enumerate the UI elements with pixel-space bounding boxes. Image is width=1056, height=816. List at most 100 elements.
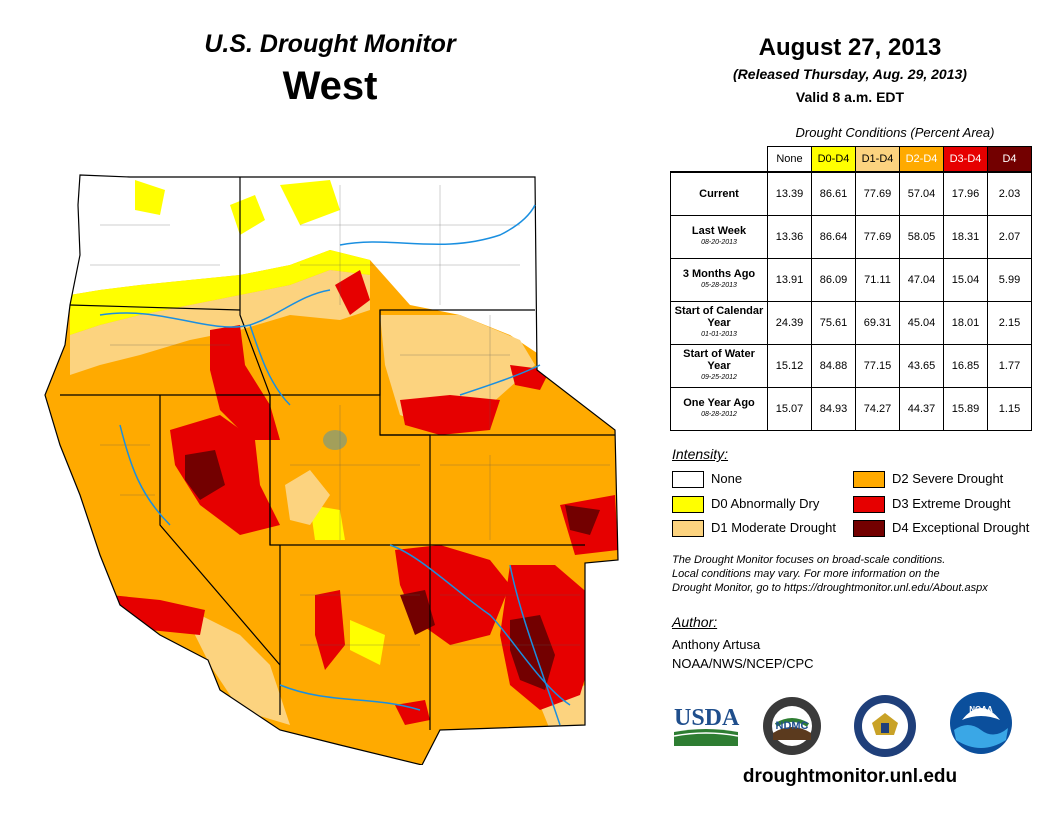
table-cell: 16.85 [943,344,988,388]
table-cell: 43.65 [899,344,944,388]
drought-stats-table: None D0-D4 D1-D4 D2-D4 D3-D4 D4 Current 1… [670,146,1032,431]
disclaimer-note: The Drought Monitor focuses on broad-sca… [672,553,1042,595]
region-outline [44,174,619,765]
table-cell: 17.96 [943,171,988,216]
table-cell: 13.36 [767,215,812,259]
d3-oregon-idaho [210,325,280,440]
table-cell: 84.88 [811,344,856,388]
d4-new-mexico [400,590,435,635]
legend-label: D4 Exceptional Drought [892,520,1030,535]
table-cell: 18.31 [943,215,988,259]
column-header: D3-D4 [943,146,988,173]
ndmc-logo: NDMC [763,697,821,755]
table-cell: 5.99 [987,258,1032,302]
table-row: Current 13.39 86.61 77.69 57.04 17.96 2.03 [670,171,1032,216]
d3-nevada [170,415,280,535]
table-row: 3 Months Ago 05-28-2013 13.91 86.09 71.11 47.… [670,258,1032,302]
row-header: Start of Water Year 09-25-2012 [670,344,768,388]
legend-swatch [853,471,885,489]
row-header: One Year Ago 08-28-2012 [670,387,768,431]
table-row: Last Week 08-20-2013 13.36 86.64 77.69 58.05 1… [670,215,1032,259]
table-cell: 1.15 [987,387,1032,431]
note-line: Local conditions may vary. For more info… [672,568,940,580]
valid-time: Valid 8 a.m. EDT [795,89,905,105]
table-cell: 57.04 [899,171,944,216]
table-cell: 13.91 [767,258,812,302]
legend-swatch [672,496,704,514]
row-date: 08-20-2013 [701,239,737,246]
table-cell: 77.69 [855,171,900,216]
author-org: NOAA/NWS/NCEP/CPC [672,656,814,671]
column-header: D1-D4 [855,146,900,173]
row-header: Last Week 08-20-2013 [670,215,768,259]
ndmc-logo-text: NDMC [776,720,809,732]
legend-label: D1 Moderate Drought [711,520,837,535]
legend-item: None [672,470,742,489]
table-cell: 18.01 [943,301,988,345]
noaa-logo: NOAA [950,692,1012,754]
d4-south [510,615,555,690]
d3-montana [335,270,370,315]
commerce-seal [854,695,916,757]
row-label: Start of Water Year [683,348,755,372]
column-header: D2-D4 [899,146,944,173]
row-date: 01-01-2013 [701,331,737,338]
row-header: Start of Calendar Year 01-01-2013 [670,301,768,345]
legend-item: D4 Exceptional Drought [853,519,1030,538]
d1-southwest [180,605,290,725]
row-label: Current [699,188,739,200]
table-cell: 2.07 [987,215,1032,259]
usda-logo-text: USDA [674,705,740,731]
author-name: Anthony Artusa [672,637,761,652]
author-heading: Author: [672,614,718,630]
page-title: U.S. Drought Monitor [204,30,456,58]
table-cell: 71.11 [855,258,900,302]
row-date: 09-25-2012 [701,374,737,381]
none-area [70,175,618,355]
row-header: Current [670,171,768,216]
legend-item: D3 Extreme Drought [853,495,1011,514]
table-row: Start of Calendar Year 01-01-2013 24.39 75.… [670,301,1032,345]
table-cell: 58.05 [899,215,944,259]
table-corner [671,147,768,173]
table-cell: 75.61 [811,301,856,345]
d1-band-north [70,270,370,375]
legend-swatch [672,520,704,538]
table-row: Start of Water Year 09-25-2012 15.12 84.88 7… [670,344,1032,388]
column-header: D4 [987,146,1032,173]
table-cell: 86.09 [811,258,856,302]
table-cell: 15.12 [767,344,812,388]
usda-logo: USDA [673,705,740,746]
row-header: 3 Months Ago 05-28-2013 [670,258,768,302]
great-salt-lake [323,430,347,450]
d3-arizona [315,590,345,670]
table-cell: 15.04 [943,258,988,302]
legend-label: D3 Extreme Drought [892,496,1011,511]
table-caption: Drought Conditions (Percent Area) [795,125,995,140]
table-row: One Year Ago 08-28-2012 15.07 84.93 74.27 44.… [670,387,1032,431]
table-cell: 24.39 [767,301,812,345]
table-cell: 44.37 [899,387,944,431]
d4-kansas [565,505,600,535]
drought-map [44,174,619,765]
table-cell: 15.89 [943,387,988,431]
legend-title: Intensity: [672,446,729,462]
table-cell: 86.61 [811,171,856,216]
table-cell: 13.39 [767,171,812,216]
table-cell: 84.93 [811,387,856,431]
legend-label: D2 Severe Drought [892,471,1004,486]
noaa-logo-text: NOAA [969,705,993,714]
legend-swatch [853,520,885,538]
table-cell: 1.77 [987,344,1032,388]
column-header: D0-D4 [811,146,856,173]
row-date: 08-28-2012 [701,411,737,418]
d0-patch-mt [280,180,340,225]
website-link[interactable]: droughtmonitor.unl.edu [742,766,958,787]
map-date: August 27, 2013 [758,34,942,61]
row-label: Start of Calendar Year [674,305,764,329]
legend-swatch [672,471,704,489]
note-line: The Drought Monitor focuses on broad-sca… [672,554,946,566]
row-label: Last Week [691,225,747,237]
table-cell: 74.27 [855,387,900,431]
d0-patch-id [230,195,265,235]
